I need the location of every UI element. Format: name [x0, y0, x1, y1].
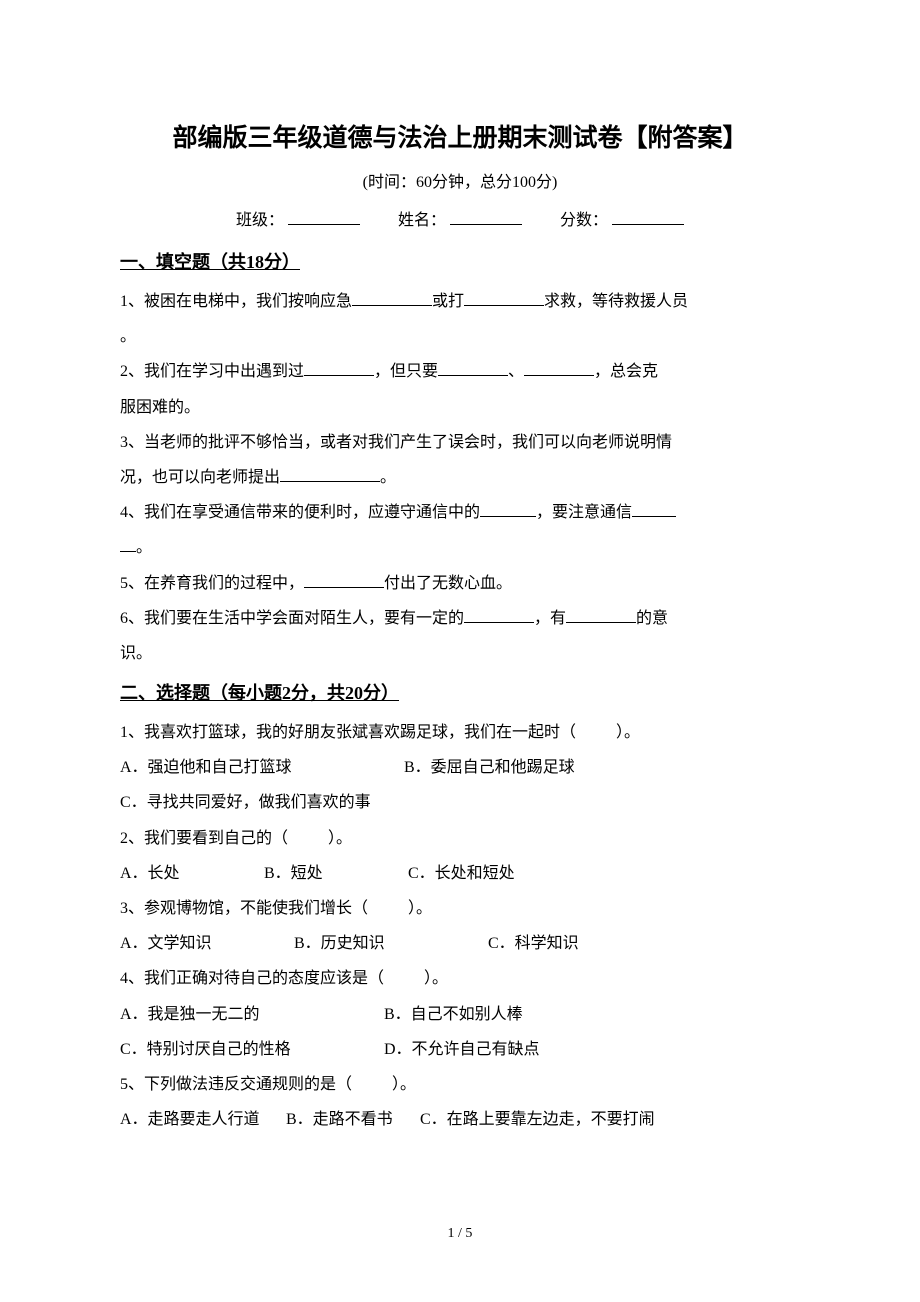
s1-q5-t2: 付出了无数心血。 — [384, 575, 512, 592]
s2-q4-opts-row1: A．我是独一无二的 B．自己不如别人棒 — [120, 997, 800, 1032]
s1-q3-t3: 。 — [380, 469, 396, 486]
s2-q1-opts-row2: C．寻找共同爱好，做我们喜欢的事 — [120, 785, 800, 820]
s2-q4-b: B．自己不如别人棒 — [384, 997, 523, 1032]
s1-q2-line2: 服困难的。 — [120, 390, 800, 425]
s1-q1-line2: 。 — [120, 319, 800, 354]
s1-q1-t1: 1、被困在电梯中，我们按响应急 — [120, 293, 352, 310]
s1-q2-t1: 2、我们在学习中出遇到过 — [120, 363, 304, 380]
s1-q1-blank1[interactable] — [352, 287, 432, 306]
s2-q4-d: D．不允许自己有缺点 — [384, 1032, 540, 1067]
s1-q2-blank3[interactable] — [524, 358, 594, 377]
s2-q5-end: ）。 — [392, 1076, 416, 1093]
s2-q3-a: A．文学知识 — [120, 926, 290, 961]
s1-q6-t3: 的意 — [636, 610, 668, 627]
s1-q4-t3: 。 — [136, 539, 152, 556]
name-blank[interactable] — [450, 206, 522, 225]
s1-q2-t2: ，但只要 — [374, 363, 438, 380]
s2-q5-text: 5、下列做法违反交通规则的是（ — [120, 1076, 352, 1093]
s1-q1: 1、被困在电梯中，我们按响应急 或打 求救，等待救援人员 — [120, 284, 800, 319]
s1-q5-blank1[interactable] — [304, 569, 384, 588]
s1-q6-blank2[interactable] — [566, 604, 636, 623]
s2-q1-end: ）。 — [616, 724, 640, 741]
s2-q3-c: C．科学知识 — [488, 926, 579, 961]
s2-q4: 4、我们正确对待自己的态度应该是（ ）。 — [120, 961, 800, 996]
doc-subtitle: (时间：60分钟，总分100分) — [120, 168, 800, 192]
s1-q3-line2: 况，也可以向老师提出 。 — [120, 460, 800, 495]
s2-q2-a: A．长处 — [120, 856, 260, 891]
page: 部编版三年级道德与法治上册期末测试卷【附答案】 (时间：60分钟，总分100分)… — [0, 0, 920, 1302]
s1-q2: 2、我们在学习中出遇到过 ，但只要 、 ，总会克 — [120, 354, 800, 389]
s2-q5-a: A．走路要走人行道 — [120, 1102, 282, 1137]
doc-title: 部编版三年级道德与法治上册期末测试卷【附答案】 — [120, 118, 800, 154]
s2-q5-b: B．走路不看书 — [286, 1102, 416, 1137]
info-line: 班级： 姓名： 分数： — [120, 206, 800, 230]
s2-q2-c: C．长处和短处 — [408, 856, 515, 891]
s2-q4-text: 4、我们正确对待自己的态度应该是（ — [120, 970, 384, 987]
s1-q1-t3: 求救，等待救援人员 — [544, 293, 688, 310]
s1-q3-t2: 况，也可以向老师提出 — [120, 469, 280, 486]
section1-body: 1、被困在电梯中，我们按响应急 或打 求救，等待救援人员 。 2、我们在学习中出遇到… — [120, 284, 800, 671]
score-blank[interactable] — [612, 206, 684, 225]
s2-q5-c: C．在路上要靠左边走，不要打闹 — [420, 1102, 655, 1137]
s1-q6-t2: ，有 — [534, 610, 566, 627]
s1-q1-t2: 或打 — [432, 293, 464, 310]
s2-q1-a: A．强迫他和自己打篮球 — [120, 750, 400, 785]
score-label: 分数： — [560, 212, 608, 229]
s1-q5-t1: 5、在养育我们的过程中， — [120, 575, 304, 592]
s2-q1-text: 1、我喜欢打篮球，我的好朋友张斌喜欢踢足球，我们在一起时（ — [120, 724, 576, 741]
s2-q5: 5、下列做法违反交通规则的是（ ）。 — [120, 1067, 800, 1102]
s2-q4-c: C．特别讨厌自己的性格 — [120, 1032, 380, 1067]
s2-q1-opts-row1: A．强迫他和自己打篮球 B．委屈自己和他踢足球 — [120, 750, 800, 785]
s2-q2-end: ）。 — [328, 830, 352, 847]
s1-q6-line2: 识。 — [120, 636, 800, 671]
s1-q4-blank3[interactable] — [120, 534, 136, 553]
s1-q2-blank2[interactable] — [438, 358, 508, 377]
s1-q5: 5、在养育我们的过程中， 付出了无数心血。 — [120, 566, 800, 601]
page-number: 1 / 5 — [0, 1226, 920, 1242]
section2-heading: 二、选择题（每小题2分，共20分） — [120, 679, 800, 705]
s2-q4-opts-row2: C．特别讨厌自己的性格 D．不允许自己有缺点 — [120, 1032, 800, 1067]
s1-q2-blank1[interactable] — [304, 358, 374, 377]
s1-q2-t3: 、 — [508, 363, 524, 380]
s2-q1: 1、我喜欢打篮球，我的好朋友张斌喜欢踢足球，我们在一起时（ ）。 — [120, 715, 800, 750]
s2-q2-text: 2、我们要看到自己的（ — [120, 830, 288, 847]
s1-q2-t4: ，总会克 — [594, 363, 658, 380]
s2-q3: 3、参观博物馆，不能使我们增长（ ）。 — [120, 891, 800, 926]
s1-q4-blank1[interactable] — [480, 499, 536, 518]
s2-q4-a: A．我是独一无二的 — [120, 997, 380, 1032]
s1-q6-blank1[interactable] — [464, 604, 534, 623]
section2-body: 1、我喜欢打篮球，我的好朋友张斌喜欢踢足球，我们在一起时（ ）。 A．强迫他和自己… — [120, 715, 800, 1137]
name-label: 姓名： — [398, 212, 446, 229]
s2-q3-opts: A．文学知识 B．历史知识 C．科学知识 — [120, 926, 800, 961]
s1-q4: 4、我们在享受通信带来的便利时，应遵守通信中的 ，要注意通信 — [120, 495, 800, 530]
class-blank[interactable] — [288, 206, 360, 225]
s2-q1-b: B．委屈自己和他踢足球 — [404, 750, 575, 785]
s1-q1-blank2[interactable] — [464, 287, 544, 306]
s2-q4-end: ）。 — [424, 970, 448, 987]
section1-heading: 一、填空题（共18分） — [120, 248, 800, 274]
s1-q6-t1: 6、我们要在生活中学会面对陌生人，要有一定的 — [120, 610, 464, 627]
class-label: 班级： — [236, 212, 284, 229]
s2-q3-text: 3、参观博物馆，不能使我们增长（ — [120, 900, 368, 917]
s2-q5-opts: A．走路要走人行道 B．走路不看书 C．在路上要靠左边走，不要打闹 — [120, 1102, 800, 1137]
s2-q3-end: ）。 — [408, 900, 432, 917]
s1-q4-line2: 。 — [120, 530, 800, 565]
s2-q3-b: B．历史知识 — [294, 926, 484, 961]
s2-q2-b: B．短处 — [264, 856, 404, 891]
s1-q4-t2: ，要注意通信 — [536, 504, 632, 521]
s2-q2-opts: A．长处 B．短处 C．长处和短处 — [120, 856, 800, 891]
s1-q3-blank1[interactable] — [280, 463, 380, 482]
s1-q3: 3、当老师的批评不够恰当，或者对我们产生了误会时，我们可以向老师说明情 — [120, 425, 800, 460]
s1-q4-blank2[interactable] — [632, 499, 676, 518]
s2-q2: 2、我们要看到自己的（ ）。 — [120, 821, 800, 856]
s2-q1-c: C．寻找共同爱好，做我们喜欢的事 — [120, 785, 371, 820]
s1-q4-t1: 4、我们在享受通信带来的便利时，应遵守通信中的 — [120, 504, 480, 521]
s1-q6: 6、我们要在生活中学会面对陌生人，要有一定的 ，有 的意 — [120, 601, 800, 636]
